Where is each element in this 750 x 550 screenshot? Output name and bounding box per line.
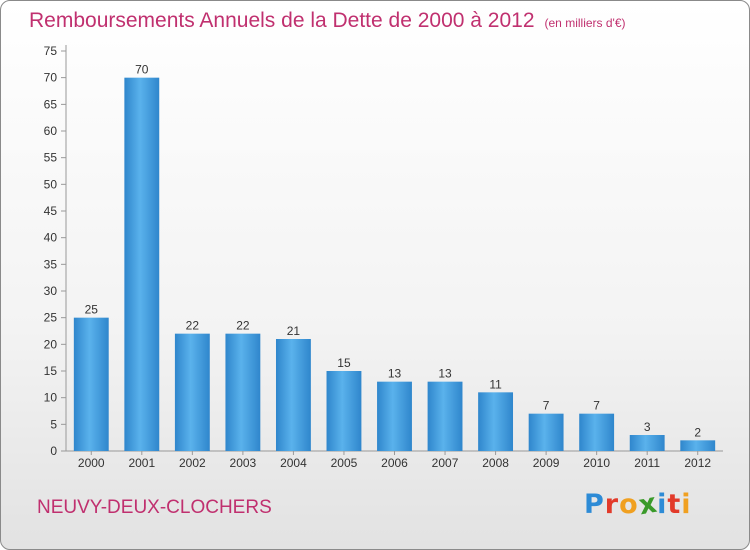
data-label-2002: 22 [186, 319, 200, 333]
bars [73, 77, 716, 452]
y-tick-label: 10 [44, 391, 58, 405]
y-tick-label: 30 [44, 284, 58, 298]
data-label-2003: 22 [236, 319, 250, 333]
y-tick-label: 0 [50, 444, 57, 458]
bar-2009 [528, 413, 564, 451]
data-label-2004: 21 [287, 324, 301, 338]
y-tick-label: 20 [44, 337, 58, 351]
x-tick-label-2007: 2007 [432, 456, 459, 470]
x-tick-label-2008: 2008 [482, 456, 509, 470]
y-tick-label: 40 [44, 231, 58, 245]
data-labels: 25 70 22 22 21 15 13 13 11 7 7 3 2 [85, 63, 702, 440]
logo-letter: t [667, 489, 682, 520]
commune-name: NEUVY-DEUX-CLOCHERS [37, 497, 272, 518]
y-tick-label: 55 [44, 151, 58, 165]
logo-letter: o [619, 489, 639, 520]
data-label-2007: 13 [438, 367, 452, 381]
data-label-2009: 7 [543, 399, 550, 413]
y-tick-label: 15 [44, 364, 58, 378]
data-label-2005: 15 [337, 356, 351, 370]
logo-letter: i [657, 489, 668, 520]
y-tick-label: 35 [44, 257, 58, 271]
bar-chart: 0 5 10 15 20 25 30 35 40 45 50 55 60 65 70 75 2000 2001 20… [44, 44, 723, 470]
y-tick-label: 50 [44, 177, 58, 191]
x-tick-label-2009: 2009 [533, 456, 560, 470]
data-label-2011: 3 [644, 420, 651, 434]
bar-2000 [73, 317, 109, 451]
y-tick-label: 25 [44, 311, 58, 325]
x-tick-label-2012: 2012 [684, 456, 711, 470]
data-label-2008: 11 [489, 377, 502, 391]
logo-letter: i [681, 489, 692, 520]
y-tick-label: 70 [44, 71, 58, 85]
logo-letter: P [584, 489, 605, 520]
bar-2002 [174, 333, 210, 451]
x-tick-label-2000: 2000 [78, 456, 105, 470]
y-tick-label: 45 [44, 204, 58, 218]
chart-title-text: Remboursements Annuels de la Dette de 20… [29, 9, 535, 32]
bar-2004 [275, 339, 311, 451]
bar-2012 [680, 440, 716, 451]
y-tick-label: 5 [50, 417, 57, 431]
logo-letter: r [604, 489, 620, 520]
bar-2008 [478, 392, 514, 451]
x-tick-label-2001: 2001 [128, 456, 155, 470]
x-tick-label-2010: 2010 [583, 456, 610, 470]
data-label-2006: 13 [388, 367, 402, 381]
chart-unit: (en milliers d'€) [544, 16, 626, 30]
data-label-2010: 7 [593, 399, 600, 413]
x-tick-label-2002: 2002 [179, 456, 206, 470]
proxiti-logo: Proxiti [584, 488, 692, 522]
bar-2006 [377, 381, 412, 451]
bar-2011 [629, 435, 665, 451]
x-tick-label-2006: 2006 [381, 456, 408, 470]
data-label-2012: 2 [694, 425, 701, 439]
y-tick-label: 75 [44, 44, 58, 58]
bar-2007 [427, 381, 463, 451]
x-tick-label-2005: 2005 [331, 456, 358, 470]
chart-title: Remboursements Annuels de la Dette de 20… [29, 9, 626, 33]
x-tick-label-2003: 2003 [230, 456, 257, 470]
bar-2005 [326, 371, 362, 451]
bar-2010 [579, 413, 615, 451]
y-tick-label: 60 [44, 124, 58, 138]
data-label-2001: 70 [135, 63, 149, 77]
bar-2001 [124, 77, 160, 452]
y-tick-label: 65 [44, 97, 58, 111]
x-tick-label-2004: 2004 [280, 456, 307, 470]
data-label-2000: 25 [85, 303, 99, 317]
x-tick-label-2011: 2011 [634, 456, 660, 470]
bar-2003 [225, 333, 261, 451]
